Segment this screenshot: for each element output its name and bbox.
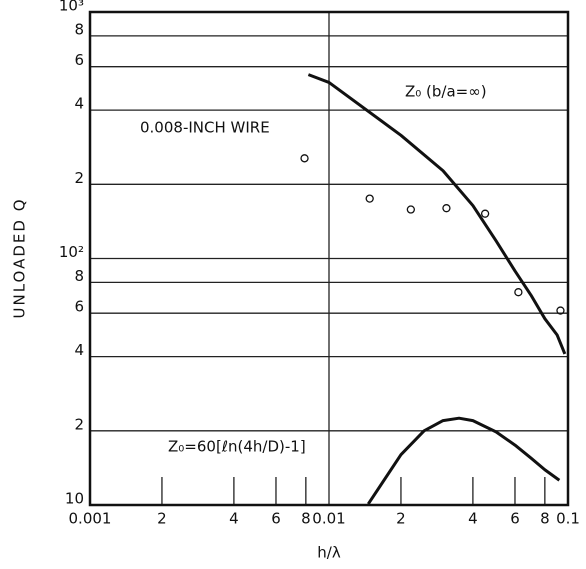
x-tick-label: 4 [468, 510, 478, 528]
annotation-bg [136, 117, 274, 139]
y-tick-label: 2 [74, 415, 84, 433]
y-tick-label: 4 [74, 341, 84, 359]
x-tick-label: 0.001 [69, 510, 112, 528]
x-tick-label: 2 [157, 510, 167, 528]
x-tick-label: 8 [301, 510, 311, 528]
curve [367, 416, 561, 505]
y-tick-label: 2 [74, 169, 84, 187]
x-tick-label: 6 [510, 510, 520, 528]
annotation: 0.008-INCH WIRE [140, 119, 270, 137]
x-tick-label: 8 [540, 510, 550, 528]
data-point [442, 204, 451, 213]
annotation: Z₀ (b/a=∞) [405, 83, 487, 101]
data-point [556, 306, 565, 315]
plot-frame [88, 10, 570, 507]
x-tick-label: 2 [396, 510, 406, 528]
y-tick-label: 8 [74, 20, 84, 38]
annotation-bg [164, 436, 310, 458]
x-tick-label: 6 [271, 510, 281, 528]
x-tick-label: 0.1 [556, 510, 580, 528]
annotation-bg [401, 81, 491, 103]
data-point [365, 194, 374, 203]
y-tick-label: 10³ [59, 0, 84, 15]
data-point [480, 209, 490, 218]
x-tick-label: 0.01 [312, 510, 345, 528]
y-tick-label: 6 [74, 51, 84, 69]
data-point [406, 205, 415, 214]
curve [307, 73, 567, 355]
y-axis-label: UNLOADED Q [11, 198, 29, 319]
y-tick-label: 10 [65, 490, 84, 508]
y-tick-label: 4 [74, 95, 84, 113]
annotation: Z₀=60[ℓn(4h/D)-1] [168, 438, 306, 456]
x-tick-label: 4 [229, 510, 239, 528]
y-tick-label: 6 [74, 298, 84, 316]
y-tick-label: 10² [59, 243, 84, 261]
x-axis-label: h/λ [317, 544, 341, 562]
data-point [514, 288, 523, 297]
data-point [300, 154, 309, 163]
y-tick-label: 8 [74, 267, 84, 285]
